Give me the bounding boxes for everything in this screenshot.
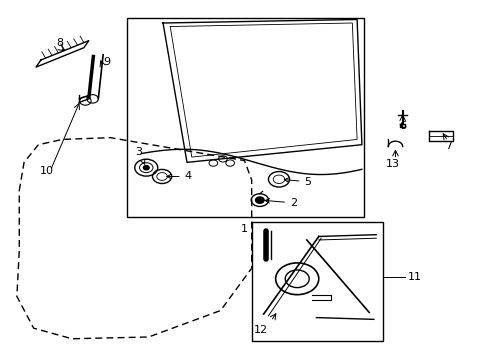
Text: 3: 3 bbox=[135, 147, 144, 164]
Text: 6: 6 bbox=[398, 121, 406, 131]
Text: 7: 7 bbox=[444, 141, 451, 151]
Text: 5: 5 bbox=[284, 177, 311, 187]
Text: 8: 8 bbox=[56, 38, 63, 48]
Text: 2: 2 bbox=[264, 198, 297, 208]
Bar bbox=[251, 222, 383, 341]
Circle shape bbox=[255, 197, 264, 203]
Text: 1: 1 bbox=[241, 224, 247, 234]
Text: 4: 4 bbox=[166, 171, 191, 181]
Bar bbox=[127, 18, 364, 217]
Text: 12: 12 bbox=[254, 325, 268, 335]
Text: 11: 11 bbox=[407, 272, 421, 282]
Circle shape bbox=[143, 166, 149, 170]
Text: 10: 10 bbox=[40, 166, 54, 176]
Text: 9: 9 bbox=[103, 57, 110, 67]
Text: 13: 13 bbox=[385, 159, 399, 169]
